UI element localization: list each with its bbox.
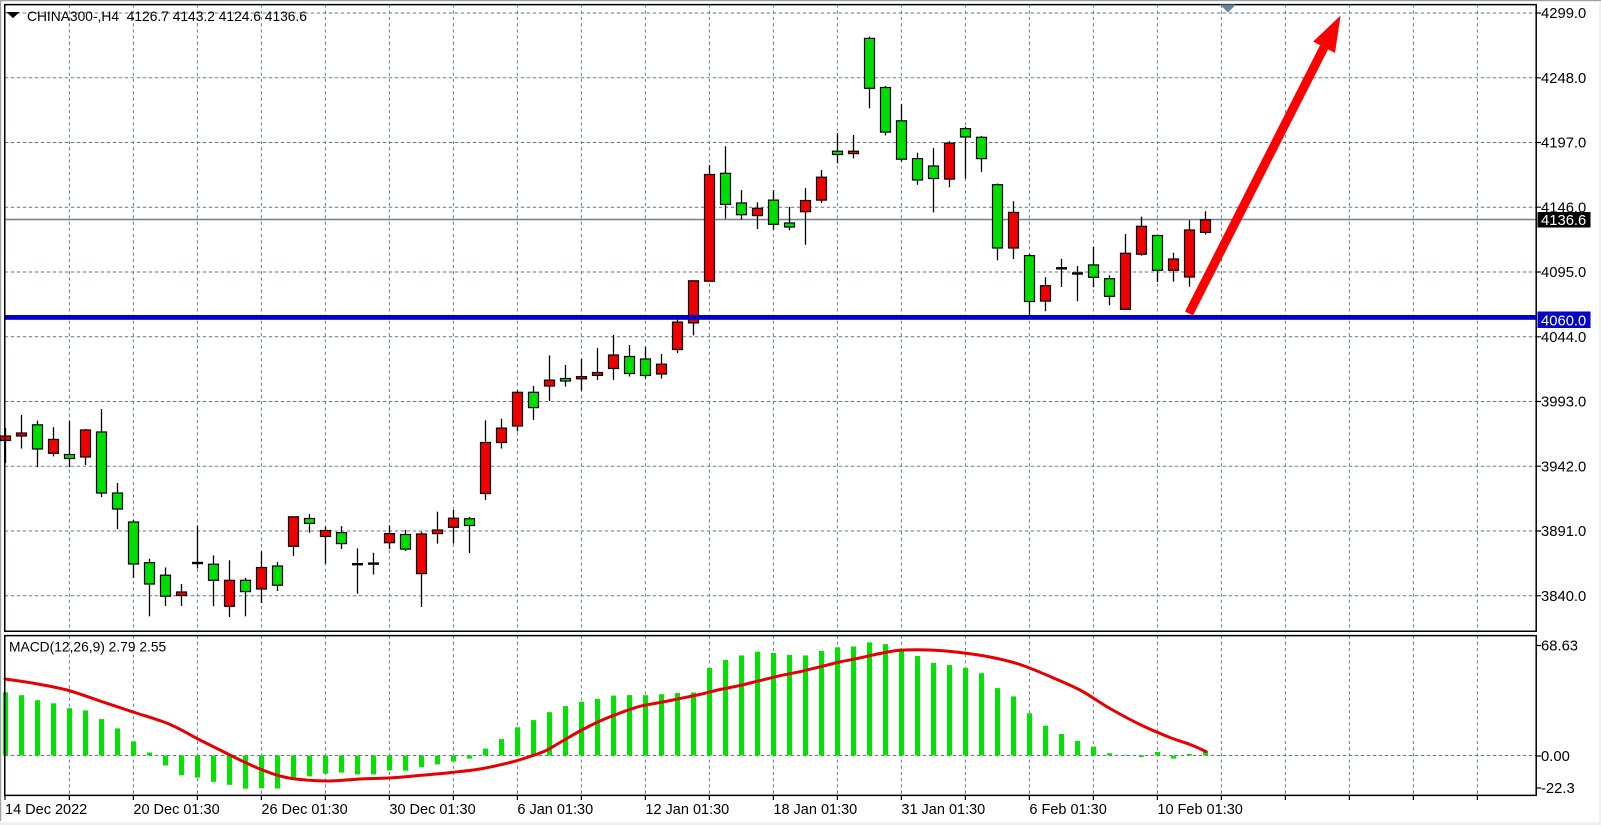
svg-text:0.00: 0.00	[1541, 749, 1570, 765]
svg-text:18 Jan 01:30: 18 Jan 01:30	[773, 802, 857, 818]
svg-text:12 Jan 01:30: 12 Jan 01:30	[645, 802, 729, 818]
svg-text:3942.0: 3942.0	[1541, 459, 1586, 475]
svg-text:3891.0: 3891.0	[1541, 524, 1586, 540]
svg-text:20 Dec 01:30: 20 Dec 01:30	[133, 802, 219, 818]
svg-text:4044.0: 4044.0	[1541, 330, 1586, 346]
svg-text:6 Jan 01:30: 6 Jan 01:30	[517, 802, 593, 818]
svg-text:4060.0: 4060.0	[1541, 314, 1586, 330]
svg-text:6 Feb 01:30: 6 Feb 01:30	[1029, 802, 1106, 818]
svg-text:31 Jan 01:30: 31 Jan 01:30	[901, 802, 985, 818]
svg-text:4299.0: 4299.0	[1541, 6, 1586, 22]
svg-text:MACD(12,26,9) 2.79 2.55: MACD(12,26,9) 2.79 2.55	[9, 640, 167, 655]
svg-text:4136.6: 4136.6	[1541, 213, 1586, 229]
svg-text:4197.0: 4197.0	[1541, 136, 1586, 152]
svg-text:14 Dec 2022: 14 Dec 2022	[5, 802, 87, 818]
svg-text:26 Dec 01:30: 26 Dec 01:30	[261, 802, 347, 818]
svg-text:4248.0: 4248.0	[1541, 71, 1586, 87]
svg-text:CHINA300-,H4 4126.7 4143.2 41: CHINA300-,H4 4126.7 4143.2 4124.6 4136.6	[27, 9, 307, 24]
svg-text:4095.0: 4095.0	[1541, 265, 1586, 281]
svg-text:68.63: 68.63	[1541, 639, 1578, 655]
svg-text:-22.3: -22.3	[1541, 781, 1575, 797]
svg-text:3993.0: 3993.0	[1541, 395, 1586, 411]
svg-text:3840.0: 3840.0	[1541, 589, 1586, 605]
svg-text:30 Dec 01:30: 30 Dec 01:30	[389, 802, 475, 818]
svg-text:10 Feb 01:30: 10 Feb 01:30	[1157, 802, 1242, 818]
